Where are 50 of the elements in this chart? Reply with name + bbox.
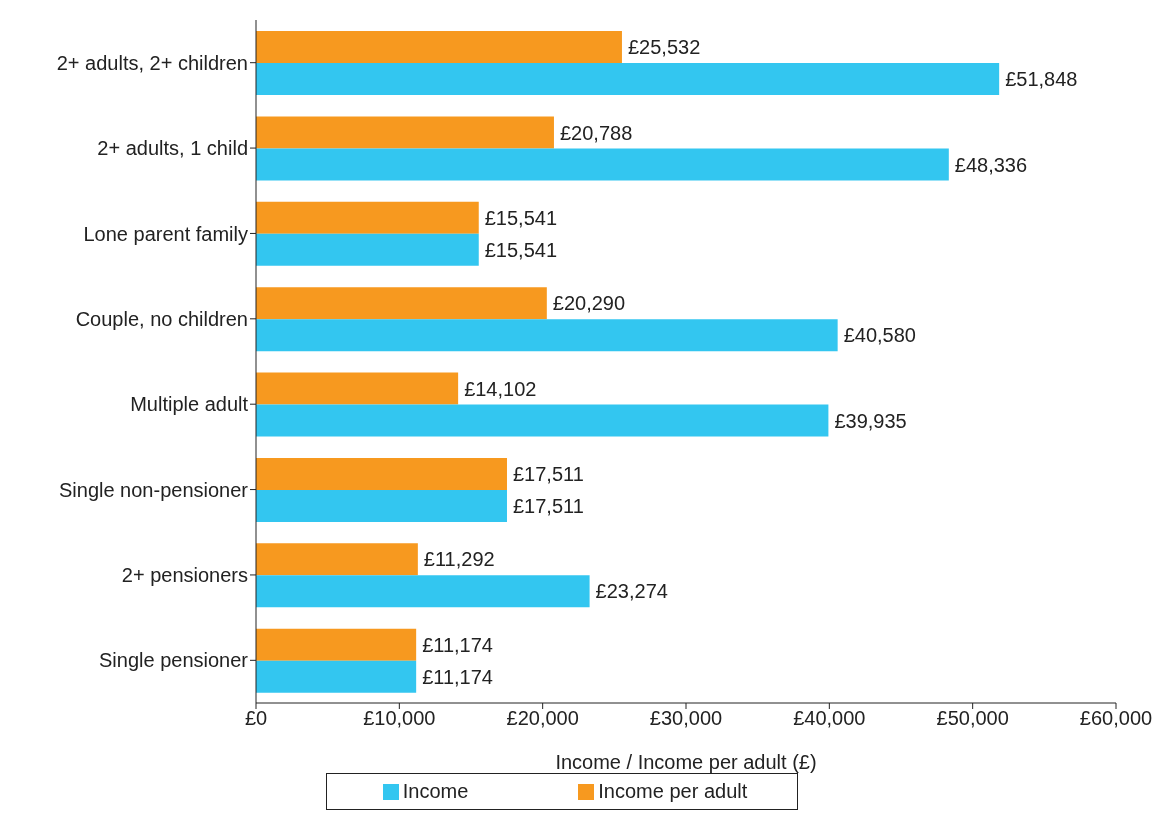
bar xyxy=(256,319,838,352)
data-label: £14,102 xyxy=(464,377,537,400)
data-label: £11,292 xyxy=(423,548,495,571)
y-tick-label: 2+ adults, 2+ children xyxy=(56,51,248,74)
data-label: £17,511 xyxy=(512,463,584,486)
bar xyxy=(256,457,507,490)
y-tick-label: Single non-pensioner xyxy=(58,478,249,501)
data-label: £15,541 xyxy=(484,206,558,229)
bar xyxy=(256,489,507,522)
data-label: £20,788 xyxy=(559,121,633,144)
bar xyxy=(256,31,622,64)
x-tick-label: £10,000 xyxy=(363,707,436,730)
y-tick-label: 2+ adults, 1 child xyxy=(97,137,248,160)
data-label: £11,174 xyxy=(422,633,493,656)
x-tick-label: £0 xyxy=(244,707,268,730)
data-label: £40,580 xyxy=(843,324,916,347)
x-axis-title: Income / Income per adult (£) xyxy=(555,751,817,773)
data-label: £17,511 xyxy=(512,495,584,518)
y-tick-label: 2+ pensioners xyxy=(121,564,248,587)
bar xyxy=(256,233,479,266)
x-tick-label: £40,000 xyxy=(793,707,866,730)
bar xyxy=(256,372,459,405)
x-tick-label: £50,000 xyxy=(936,707,1009,730)
bar xyxy=(256,575,590,608)
bar xyxy=(256,287,547,320)
x-tick-label: £20,000 xyxy=(506,707,579,730)
bar xyxy=(256,543,418,576)
x-tick-label: £30,000 xyxy=(649,707,723,730)
data-label: £15,541 xyxy=(484,238,558,261)
legend-label: Income xyxy=(401,780,469,803)
data-label: £23,274 xyxy=(595,580,668,603)
y-tick-label: Lone parent family xyxy=(83,222,248,245)
data-label: £25,532 xyxy=(627,36,701,59)
data-label: £51,848 xyxy=(1005,68,1078,91)
bar xyxy=(256,201,479,234)
data-label: £11,174 xyxy=(422,665,493,688)
y-tick-label: Single pensioner xyxy=(99,649,249,672)
bar xyxy=(256,628,417,661)
y-tick-label: Couple, no children xyxy=(75,307,248,330)
x-tick-label: £60,000 xyxy=(1079,707,1153,730)
y-tick-label: Multiple adult xyxy=(130,393,249,416)
data-label: £48,336 xyxy=(954,153,1028,176)
bar xyxy=(256,63,1000,96)
bar xyxy=(256,148,949,181)
bar xyxy=(256,404,829,437)
data-label: £39,935 xyxy=(834,409,907,432)
legend-label: Income per adult xyxy=(597,780,748,803)
bar xyxy=(256,116,554,149)
bar xyxy=(256,660,417,693)
data-label: £20,290 xyxy=(552,292,626,315)
